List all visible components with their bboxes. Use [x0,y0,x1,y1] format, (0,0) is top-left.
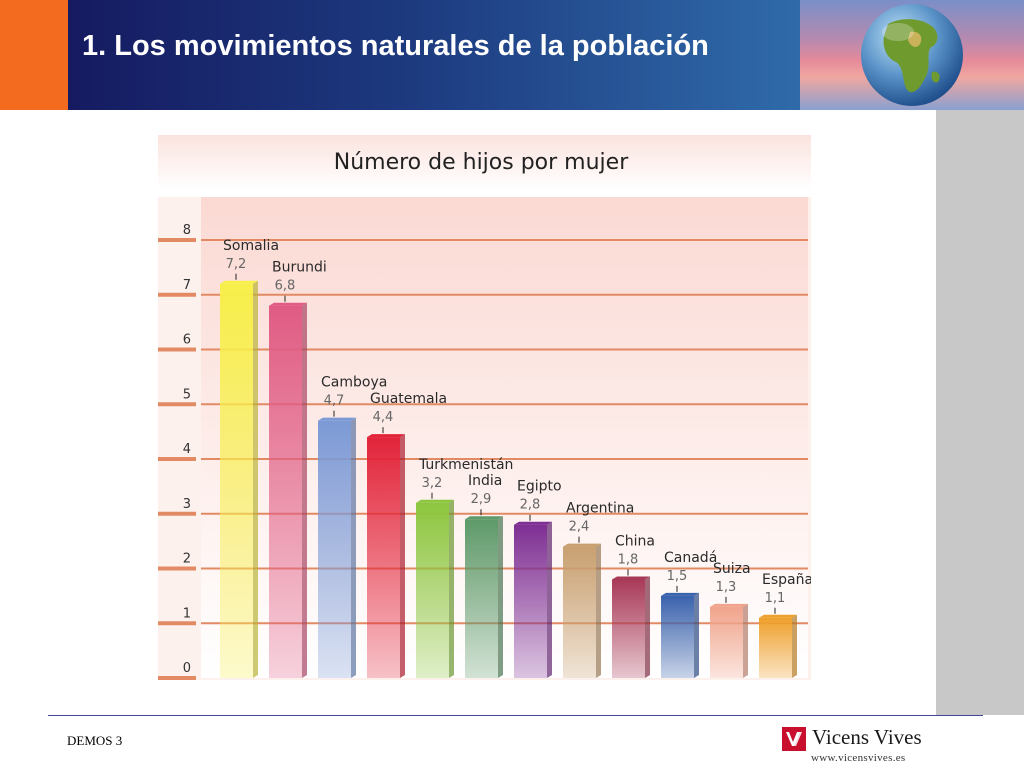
value-label: 1,3 [716,580,737,595]
publisher-url: www.vicensvives.es [811,752,906,764]
category-label: China [615,533,655,549]
bar-side [253,280,258,678]
header-orange-block [0,0,68,110]
bar [514,524,547,678]
bar-side [694,592,699,678]
y-tick-label: 8 [183,223,191,238]
bar-chart: Número de hijos por mujer 0 1 2 3 4 5 6 7 8 Soma… [158,135,813,680]
category-label: India [468,473,502,489]
bar-top [416,499,454,503]
bar-side [547,521,552,678]
y-tick-label: 1 [183,606,191,621]
bar [759,617,792,678]
y-tick-label: 3 [183,497,191,512]
bar [318,420,351,678]
publisher-name: Vicens Vives [812,725,922,749]
vicens-vives-logo-icon [782,727,806,751]
value-label: 1,5 [667,569,688,584]
chart-bars [220,280,797,678]
chart-y-ticks: 0 1 2 3 4 5 6 7 8 [158,223,196,680]
category-label: Suiza [713,561,751,577]
bar-side [302,302,307,678]
chart-title-divider [158,190,811,197]
bar-side [449,499,454,678]
value-label: 1,8 [618,552,639,567]
value-label: 7,2 [226,257,247,272]
chart-title: Número de hijos por mujer [334,150,629,175]
category-label: Argentina [566,501,634,517]
bar-top [514,521,552,525]
bar-top [367,434,405,438]
slide-header: 1. Los movimientos naturales de la pobla… [0,0,1024,110]
chart-svg: Número de hijos por mujer 0 1 2 3 4 5 6 7 8 Soma… [158,135,813,680]
chart-labels: Somalia 7,2 Burundi 6,8 Camboya 4,7 Guatemala 4… [223,238,813,614]
footer-course-label: DEMOS 3 [67,733,123,748]
y-tick-label: 2 [183,552,191,567]
value-label: 2,9 [471,492,492,507]
bar-side [351,417,356,678]
bar-side [743,603,748,678]
category-label: Burundi [272,260,327,276]
y-tick-label: 6 [183,333,191,348]
bar-side [792,614,797,678]
bar-top [759,614,797,618]
category-label: Canadá [664,550,717,566]
value-label: 2,8 [520,498,541,513]
bar-top [318,417,356,421]
category-label: Turkmenistán [418,457,513,473]
bar [465,519,498,678]
bar-side [596,543,601,678]
category-label: Guatemala [370,391,447,407]
bar-top [710,603,748,607]
chart-title-band [158,135,811,190]
bar-top [269,302,307,306]
y-tick-label: 4 [183,442,191,457]
bar [416,502,449,678]
bar-top [661,592,699,596]
y-tick-label: 7 [183,278,191,293]
category-label: Camboya [321,375,387,391]
category-label: Somalia [223,238,279,254]
footer-divider [48,715,983,716]
value-label: 2,4 [569,520,590,535]
bar [710,606,743,678]
bar-side [498,516,503,678]
bar-side [400,434,405,678]
category-label: España [762,572,811,588]
bar-top [563,543,601,547]
value-label: 4,4 [373,410,394,425]
value-label: 4,7 [324,394,345,409]
value-label: 3,2 [422,476,443,491]
bar-top [465,516,503,520]
slide-title: 1. Los movimientos naturales de la pobla… [82,30,709,62]
globe-icon [861,4,963,106]
bar [661,595,694,678]
bar [220,283,253,678]
bar [367,437,400,678]
value-label: 6,8 [275,279,296,294]
bar-top [612,576,650,580]
bar [269,305,302,678]
bar [563,546,596,678]
category-label: Egipto [517,479,562,495]
y-tick-label: 0 [183,661,191,676]
bar-top [220,280,258,284]
right-side-panel [936,110,1024,715]
y-tick-label: 5 [183,387,191,402]
bar [612,579,645,678]
value-label: 1,1 [765,591,786,606]
bar-side [645,576,650,678]
